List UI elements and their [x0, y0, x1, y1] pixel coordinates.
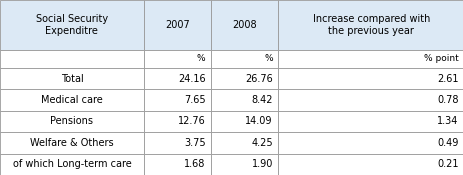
Bar — [211, 89, 278, 111]
Bar — [278, 132, 463, 154]
Text: % point: % point — [423, 54, 457, 63]
Text: %: % — [196, 54, 205, 63]
Text: 0.21: 0.21 — [436, 159, 457, 169]
Text: Total: Total — [60, 74, 83, 84]
Bar — [211, 132, 278, 154]
Bar — [211, 50, 278, 68]
Text: 12.76: 12.76 — [177, 116, 205, 126]
Text: Pensions: Pensions — [50, 116, 93, 126]
Text: Social Security
Expenditre: Social Security Expenditre — [36, 14, 108, 36]
Bar — [211, 0, 278, 50]
Bar — [144, 50, 211, 68]
Text: %: % — [263, 54, 272, 63]
Text: 7.65: 7.65 — [183, 95, 205, 105]
Bar — [278, 154, 463, 175]
Bar — [211, 68, 278, 89]
Text: of which Long-term care: of which Long-term care — [13, 159, 131, 169]
Bar — [0, 68, 144, 89]
Bar — [144, 111, 211, 132]
Bar — [0, 89, 144, 111]
Text: 0.78: 0.78 — [436, 95, 457, 105]
Bar — [0, 132, 144, 154]
Text: 2.61: 2.61 — [436, 74, 457, 84]
Text: 4.25: 4.25 — [250, 138, 272, 148]
Bar — [144, 68, 211, 89]
Text: 8.42: 8.42 — [251, 95, 272, 105]
Text: 24.16: 24.16 — [177, 74, 205, 84]
Bar — [211, 154, 278, 175]
Text: Medical care: Medical care — [41, 95, 103, 105]
Bar — [144, 132, 211, 154]
Text: 14.09: 14.09 — [245, 116, 272, 126]
Bar — [278, 68, 463, 89]
Bar — [0, 111, 144, 132]
Bar — [278, 89, 463, 111]
Bar — [144, 89, 211, 111]
Bar — [144, 154, 211, 175]
Text: Welfare & Others: Welfare & Others — [30, 138, 113, 148]
Bar — [0, 0, 144, 50]
Text: 2008: 2008 — [232, 20, 257, 30]
Text: 26.76: 26.76 — [244, 74, 272, 84]
Text: 1.34: 1.34 — [436, 116, 457, 126]
Text: 2007: 2007 — [165, 20, 189, 30]
Bar — [278, 111, 463, 132]
Text: 1.90: 1.90 — [251, 159, 272, 169]
Bar — [0, 154, 144, 175]
Bar — [211, 111, 278, 132]
Bar — [278, 0, 463, 50]
Bar — [0, 50, 144, 68]
Text: Increase compared with
the previous year: Increase compared with the previous year — [312, 14, 429, 36]
Text: 3.75: 3.75 — [183, 138, 205, 148]
Text: 1.68: 1.68 — [184, 159, 205, 169]
Bar — [144, 0, 211, 50]
Text: 0.49: 0.49 — [436, 138, 457, 148]
Bar — [278, 50, 463, 68]
